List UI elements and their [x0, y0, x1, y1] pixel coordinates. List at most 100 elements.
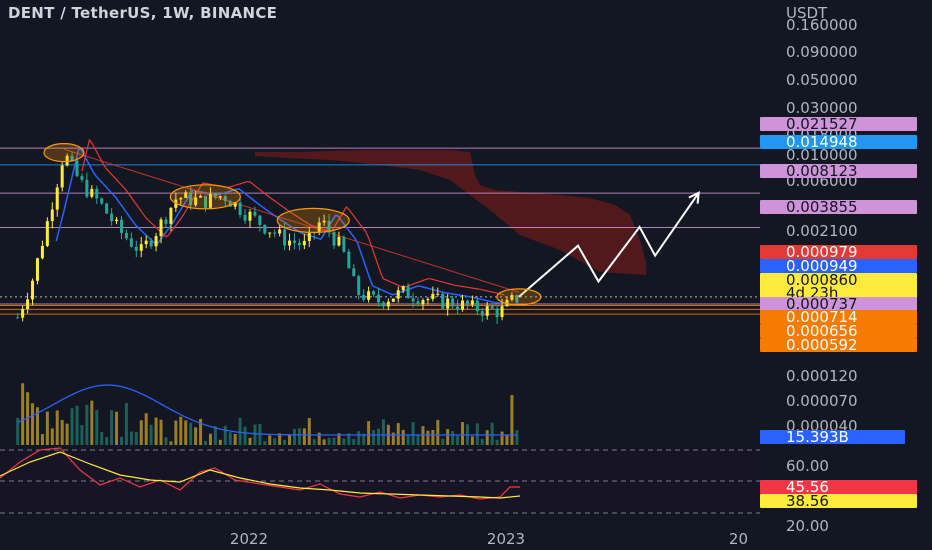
pattern-highlights: [43, 143, 542, 306]
volume-bar: [208, 433, 212, 445]
candle-body: [292, 240, 296, 243]
volume-bar: [70, 408, 74, 445]
ichimoku-cloud: [255, 150, 646, 275]
volume-bar: [307, 418, 311, 445]
candle-body: [362, 294, 366, 300]
volume-bar: [233, 434, 237, 445]
candle-body: [283, 229, 287, 246]
volume-bar: [406, 435, 410, 445]
volume-value-tag: 15.393B: [786, 428, 849, 446]
price-tag: 0.008123: [786, 162, 858, 180]
candle-body: [352, 268, 356, 277]
candle-body: [169, 207, 173, 224]
candle-body: [510, 295, 514, 300]
candle-body: [164, 219, 168, 224]
candles: [16, 152, 519, 324]
volume-bar: [391, 432, 395, 445]
volume-bar: [129, 431, 133, 445]
volume-bar: [416, 435, 420, 445]
volume-bar: [213, 426, 217, 445]
candle-body: [129, 238, 133, 247]
volume-bar: [21, 383, 25, 445]
indicator-lines: [55, 138, 519, 306]
volume-bar: [480, 438, 484, 445]
rsi-value-tag: 45.56: [786, 478, 829, 496]
volume-bar: [451, 431, 455, 445]
candle-body: [243, 214, 247, 221]
volume-bar: [238, 417, 242, 445]
axis-unit-label: USDT: [786, 4, 828, 22]
volume-bar: [515, 430, 519, 445]
volume-bar: [263, 441, 267, 445]
candle-body: [95, 188, 99, 199]
volume-bar: [441, 438, 445, 445]
volume-bar: [90, 400, 94, 445]
candle-body: [85, 179, 89, 197]
candle-body: [75, 160, 79, 177]
base-line: [55, 148, 519, 306]
candle-body: [218, 196, 222, 198]
volume-bars: [16, 383, 519, 445]
volume-bar: [174, 420, 178, 445]
candle-body: [347, 251, 351, 269]
volume-bar: [16, 417, 20, 445]
price-tag: 0.000592: [786, 336, 858, 354]
volume-bar: [367, 421, 371, 445]
time-axis[interactable]: 2022 2023 20: [230, 530, 748, 548]
rsi-pane: [0, 447, 760, 514]
volume-bar: [179, 416, 183, 445]
candle-body: [21, 309, 25, 318]
volume-bar: [189, 422, 193, 445]
candle-body: [40, 245, 44, 259]
volume-bar: [352, 438, 356, 445]
candle-body: [411, 298, 415, 302]
volume-tick-label: 0.000120: [786, 367, 858, 385]
volume-ma-line: [17, 384, 517, 436]
candle-body: [490, 306, 494, 309]
volume-bar: [411, 422, 415, 445]
candle-body: [70, 155, 74, 161]
volume-bar: [431, 430, 435, 445]
volume-bar: [510, 395, 514, 445]
candle-body: [189, 192, 193, 206]
volume-bar: [50, 428, 54, 445]
candle-body: [238, 202, 242, 215]
candle-body: [159, 219, 163, 237]
volume-bar: [110, 410, 114, 445]
candle-body: [233, 202, 237, 207]
pattern-ellipse: [43, 143, 85, 163]
volume-tick-label: 0.000070: [786, 392, 858, 410]
candle-body: [100, 198, 104, 204]
volume-bar: [164, 437, 168, 445]
candle-body: [288, 240, 292, 246]
volume-bar: [31, 403, 35, 445]
candle-body: [431, 293, 435, 299]
conversion-line: [81, 138, 505, 296]
volume-bar: [243, 426, 247, 445]
candle-body: [139, 244, 143, 251]
volume-bar: [199, 418, 203, 445]
candle-body: [258, 215, 262, 225]
candle-body: [110, 213, 114, 222]
price-tag-bg: [760, 273, 917, 287]
volume-bar: [65, 423, 69, 445]
candle-body: [248, 211, 252, 221]
volume-bar: [95, 409, 99, 445]
volume-bar: [35, 407, 39, 445]
candle-body: [416, 301, 420, 305]
candle-body: [381, 302, 385, 307]
rsi-ma-value-tag: 38.56: [786, 492, 829, 510]
volume-bar: [159, 419, 163, 445]
candle-body: [465, 300, 469, 305]
price-tick-label: 0.002100: [786, 222, 858, 240]
volume-bar: [312, 439, 316, 445]
candle-body: [199, 195, 203, 198]
volume-bar: [475, 423, 479, 445]
candle-body: [357, 276, 361, 295]
rsi-ma-value-tag-bg: [760, 494, 917, 508]
price-tick-label: 0.160000: [786, 16, 858, 34]
volume-bar: [278, 433, 282, 445]
candle-body: [376, 294, 380, 303]
